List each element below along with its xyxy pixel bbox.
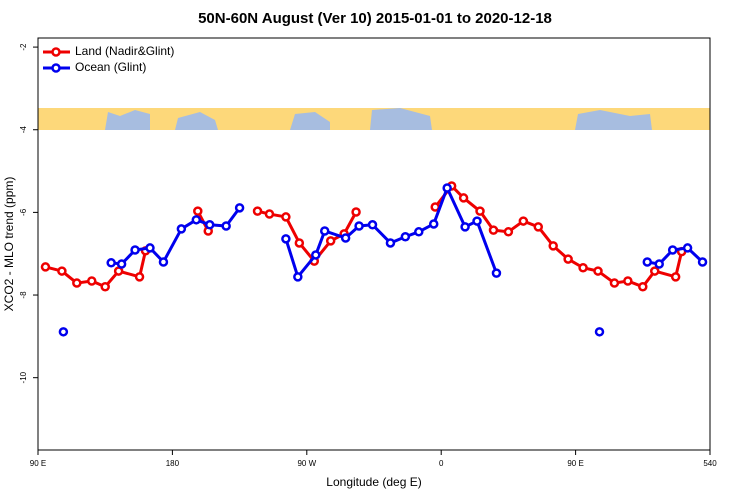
- map-ocean: [370, 108, 432, 130]
- data-point: [281, 212, 291, 222]
- data-point: [130, 245, 140, 255]
- y-tick-label: -8: [19, 291, 28, 299]
- data-point: [176, 224, 187, 234]
- data-point: [460, 222, 470, 232]
- data-point: [458, 193, 469, 203]
- data-point: [442, 183, 452, 193]
- data-point: [385, 238, 396, 248]
- data-point: [642, 257, 653, 267]
- data-point: [697, 257, 708, 267]
- legend-marker: [51, 47, 61, 57]
- data-point: [354, 221, 364, 231]
- x-tick-label: 90 E: [30, 459, 46, 468]
- data-point: [204, 220, 215, 230]
- data-point: [548, 241, 558, 251]
- data-point: [234, 203, 245, 213]
- map-ocean: [290, 112, 330, 130]
- x-tick-label: 90 W: [297, 459, 316, 468]
- data-point: [294, 238, 305, 248]
- data-point: [491, 268, 502, 278]
- data-point: [340, 233, 351, 243]
- data-point: [72, 278, 82, 288]
- data-point: [100, 282, 110, 292]
- y-tick-label: -2: [19, 43, 28, 51]
- data-point: [87, 276, 97, 286]
- data-point: [252, 206, 263, 216]
- data-point: [106, 258, 116, 268]
- data-point: [311, 250, 321, 260]
- data-point: [472, 216, 482, 226]
- series-line: [45, 184, 684, 289]
- x-tick-label: 540: [703, 459, 717, 468]
- map-ocean: [105, 110, 150, 130]
- y-tick-label: -4: [19, 126, 28, 134]
- data-point: [367, 220, 378, 230]
- data-point: [488, 225, 499, 235]
- legend-marker: [51, 63, 61, 73]
- data-point: [281, 234, 291, 244]
- data-point: [623, 276, 633, 286]
- data-point: [191, 215, 202, 225]
- data-point: [158, 257, 169, 267]
- data-point: [609, 278, 620, 288]
- data-point: [594, 327, 605, 337]
- map-band: [38, 108, 710, 130]
- x-tick-label: 180: [166, 459, 180, 468]
- plot-frame: [37, 37, 711, 451]
- data-point: [649, 266, 660, 276]
- x-axis-label: Longitude (deg E): [326, 475, 421, 489]
- data-point: [475, 206, 485, 216]
- data-point: [40, 262, 51, 272]
- data-point: [116, 259, 127, 269]
- y-axis-label: XCO2 - MLO trend (ppm): [2, 177, 16, 312]
- x-tick-label: 90 E: [567, 459, 583, 468]
- data-point: [667, 245, 678, 255]
- x-tick-label: 0: [439, 459, 444, 468]
- data-point: [58, 327, 69, 337]
- data-point: [682, 243, 693, 253]
- data-point: [221, 221, 231, 231]
- legend-label: Ocean (Glint): [75, 60, 146, 74]
- data-point: [325, 236, 336, 246]
- data-point: [319, 226, 330, 236]
- data-point: [57, 266, 67, 276]
- legend-label: Land (Nadir&Glint): [75, 44, 174, 58]
- data-point: [654, 259, 664, 269]
- data-point: [134, 272, 145, 282]
- data-point: [264, 209, 275, 219]
- y-tick-label: -6: [19, 208, 28, 216]
- data-point: [414, 227, 424, 237]
- data-point: [193, 206, 203, 216]
- chart-title: 50N-60N August (Ver 10) 2015-01-01 to 20…: [198, 10, 552, 27]
- data-point: [503, 227, 514, 237]
- data-point: [400, 232, 411, 242]
- data-point: [563, 254, 573, 264]
- data-point: [518, 216, 529, 226]
- data-point: [293, 272, 303, 282]
- data-point: [638, 282, 648, 292]
- map-ocean: [575, 110, 652, 130]
- data-point: [428, 219, 439, 229]
- data-point: [578, 263, 588, 273]
- y-tick-label: -10: [19, 371, 28, 383]
- data-point: [670, 272, 681, 282]
- data-point: [593, 266, 603, 276]
- data-point: [533, 222, 544, 232]
- data-point: [351, 207, 361, 217]
- data-point: [145, 243, 155, 253]
- map-ocean: [175, 112, 218, 130]
